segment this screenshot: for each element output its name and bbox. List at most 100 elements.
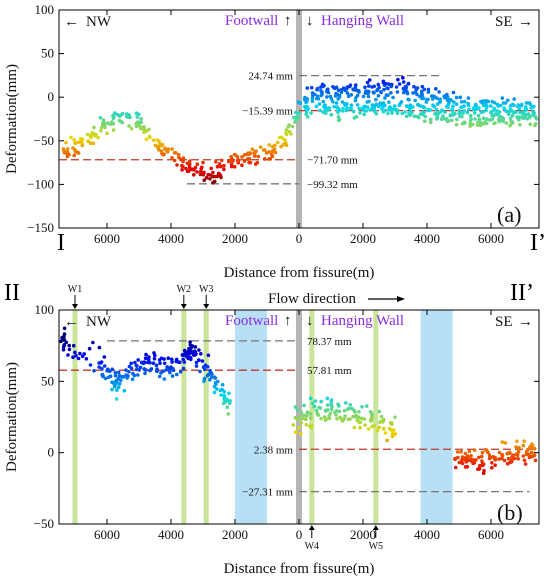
data-point: [220, 382, 225, 387]
data-point: [170, 147, 174, 151]
data-point: [170, 156, 174, 160]
data-point: [258, 145, 263, 149]
data-point: [162, 152, 166, 156]
data-point: [284, 132, 289, 137]
data-point: [190, 167, 195, 172]
data-point: [484, 108, 488, 113]
data-point: [245, 152, 250, 157]
data-point: [91, 131, 96, 136]
data-point: [232, 165, 237, 169]
data-point: [134, 124, 139, 129]
panel-b-hanging-label: Hanging Wall: [321, 313, 404, 329]
data-point: [324, 111, 328, 115]
data-point: [310, 401, 315, 406]
data-point: [503, 441, 508, 445]
data-point: [439, 117, 444, 121]
data-point: [512, 456, 517, 461]
data-point: [184, 354, 188, 358]
data-point: [523, 462, 528, 466]
x-tick-label: 2000: [222, 527, 248, 542]
x-tick-label: 4000: [158, 231, 184, 246]
data-point: [152, 356, 157, 361]
data-point: [468, 121, 473, 126]
data-point: [500, 96, 505, 100]
data-point: [200, 359, 205, 363]
data-point: [425, 97, 429, 102]
data-point: [419, 89, 424, 94]
reference-line-label: −15.39 mm: [242, 106, 293, 118]
data-point: [98, 116, 103, 120]
data-point: [85, 132, 90, 137]
data-point: [401, 80, 406, 84]
data-point: [153, 143, 158, 148]
data-point: [240, 163, 244, 167]
data-point: [387, 82, 391, 86]
data-point: [147, 127, 151, 132]
data-point: [465, 465, 470, 469]
data-point: [394, 85, 399, 89]
data-point: [455, 117, 459, 122]
data-point: [421, 105, 426, 109]
hanging-down-arrow: ↓: [306, 13, 314, 29]
well-band: [181, 310, 187, 524]
data-point: [497, 457, 501, 461]
data-point: [462, 99, 467, 104]
data-point: [319, 399, 324, 404]
reference-line-label: −71.70 mm: [307, 155, 358, 167]
data-point: [73, 350, 77, 355]
data-point: [209, 166, 213, 171]
nw-arrow: ←: [64, 14, 79, 30]
data-point: [329, 407, 334, 412]
data-point: [520, 102, 524, 107]
well-band: [373, 310, 379, 524]
data-point: [492, 121, 496, 126]
data-point: [381, 79, 386, 84]
data-point: [174, 357, 179, 362]
data-point: [64, 140, 68, 145]
data-point: [463, 451, 468, 456]
data-point: [315, 412, 320, 417]
data-point: [69, 135, 73, 140]
data-point: [446, 105, 450, 110]
data-point: [283, 138, 287, 142]
data-point: [318, 108, 323, 113]
data-point: [386, 111, 390, 116]
hanging-down-arrow-b: ↓: [306, 313, 314, 329]
data-point: [272, 147, 277, 151]
data-point: [119, 378, 123, 383]
data-point: [79, 139, 83, 143]
data-point: [466, 455, 471, 459]
data-point: [508, 116, 513, 121]
data-point: [451, 90, 456, 95]
data-point: [209, 375, 214, 379]
data-point: [401, 90, 406, 95]
data-point: [220, 158, 224, 163]
data-point: [113, 382, 118, 387]
data-point: [134, 363, 139, 368]
data-point: [64, 340, 69, 345]
fissure-band: [296, 310, 302, 524]
data-point: [500, 453, 505, 458]
data-point: [455, 450, 460, 454]
panel-a-direction-left: NW: [86, 14, 112, 30]
data-point: [319, 93, 324, 98]
data-point: [395, 108, 400, 113]
data-point: [212, 384, 217, 389]
data-point: [137, 112, 141, 117]
data-point: [516, 457, 520, 461]
data-point: [386, 86, 390, 91]
data-point: [62, 326, 67, 331]
y-tick-label: 50: [41, 46, 54, 61]
data-point: [527, 115, 532, 120]
data-point: [170, 374, 175, 378]
data-point: [371, 90, 376, 95]
data-point: [366, 427, 371, 431]
data-point: [476, 113, 481, 118]
data-point: [529, 106, 533, 110]
data-point: [267, 143, 272, 147]
data-point: [164, 148, 169, 152]
data-point: [423, 114, 428, 119]
data-point: [466, 96, 471, 100]
data-point: [137, 368, 141, 372]
data-point: [73, 148, 77, 152]
